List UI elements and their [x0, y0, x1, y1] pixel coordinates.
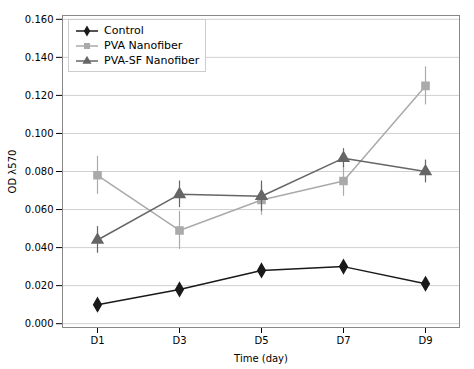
svg-text:Time (day): Time (day)	[233, 353, 288, 364]
svg-text:0.040: 0.040	[25, 242, 54, 253]
svg-text:0.120: 0.120	[25, 90, 54, 101]
svg-text:0.000: 0.000	[25, 318, 54, 329]
svg-text:0.080: 0.080	[25, 166, 54, 177]
svg-text:0.140: 0.140	[25, 52, 54, 63]
svg-text:0.100: 0.100	[25, 128, 54, 139]
svg-text:D3: D3	[172, 335, 186, 346]
svg-text:0.160: 0.160	[25, 14, 54, 25]
svg-text:OD λ570: OD λ570	[7, 150, 18, 194]
svg-text:0.060: 0.060	[25, 204, 54, 215]
html-text:PVA-SF Nanofiber: PVA-SF Nanofiber	[104, 54, 200, 67]
svg-text:D5: D5	[254, 335, 268, 346]
html-text:PVA Nanofiber: PVA Nanofiber	[104, 39, 183, 52]
svg-text:0.020: 0.020	[25, 280, 54, 291]
svg-text:D1: D1	[90, 335, 104, 346]
html-text:Control: Control	[104, 24, 144, 37]
svg-text:D7: D7	[336, 335, 350, 346]
svg-text:D9: D9	[418, 335, 432, 346]
